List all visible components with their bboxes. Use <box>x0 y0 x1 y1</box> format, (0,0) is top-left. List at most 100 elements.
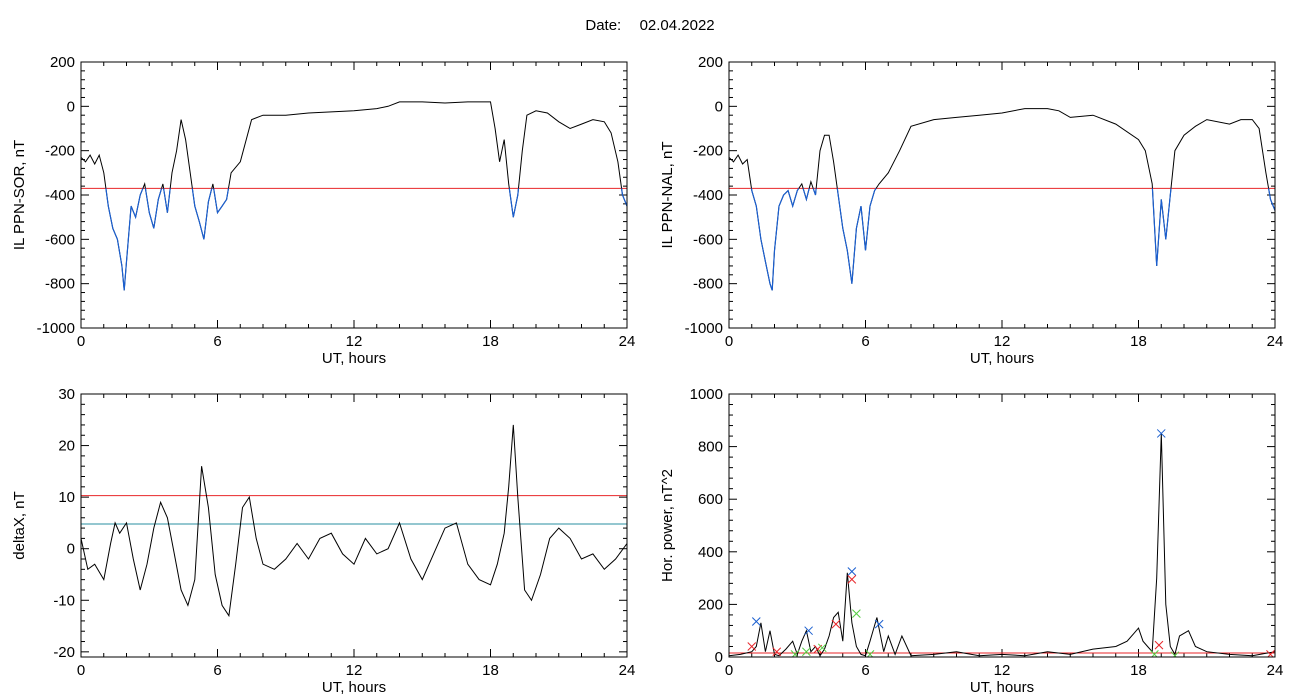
marker-stroke <box>772 647 782 657</box>
chart-hor-power: 0 6 12 18 24 0 200 400 600 800 1000 UT, hours Hor. p… <box>659 386 1283 696</box>
y-tick-label: -400 <box>45 187 75 204</box>
series-line <box>729 108 1275 291</box>
y-tick-label: -10 <box>53 592 75 609</box>
peak-marker <box>874 619 884 629</box>
below-threshold-segment <box>1268 188 1275 211</box>
date-value: 02.04.2022 <box>639 17 715 34</box>
y-axis-label: IL PPN-NAL, nT <box>659 142 676 249</box>
peak-marker <box>801 647 811 657</box>
x-tick-label: 18 <box>1130 662 1147 679</box>
y-tick-label: -1000 <box>37 320 75 337</box>
marker-stroke <box>1172 651 1180 657</box>
below-threshold-segment <box>163 188 171 213</box>
x-axis-label: UT, hours <box>322 679 386 696</box>
y-tick-label: 800 <box>698 439 723 456</box>
y-axis-label: Hor. power, nT^2 <box>659 469 676 582</box>
y-tick-label: 200 <box>698 54 723 71</box>
y-axis-label: deltaX, nT <box>11 491 28 559</box>
peak-marker <box>831 619 841 629</box>
x-tick-label: 6 <box>861 333 869 350</box>
plot-frame <box>80 393 628 658</box>
x-tick-label: 12 <box>994 333 1011 350</box>
y-tick-label: 0 <box>715 649 723 666</box>
peak-marker <box>751 617 761 626</box>
x-axis-label: UT, hours <box>970 350 1034 367</box>
peak-marker <box>1156 429 1166 438</box>
below-threshold-segment <box>105 188 144 291</box>
marker-stroke <box>751 617 761 626</box>
x-tick-label: 6 <box>861 662 869 679</box>
y-tick-label: -600 <box>45 231 75 248</box>
peak-marker <box>790 650 800 657</box>
y-tick-label: -200 <box>693 143 723 160</box>
chart-il-ppn-nal: 0 6 12 18 24 -1000 -800 -600 -400 -200 0 200 UT, hou… <box>659 54 1283 367</box>
y-tick-label: 10 <box>58 489 75 506</box>
x-axis-label: UT, hours <box>322 350 386 367</box>
marker-stroke <box>847 575 857 584</box>
peak-marker <box>1150 650 1159 657</box>
x-tick-label: 18 <box>482 333 499 350</box>
marker-stroke <box>1267 650 1275 657</box>
x-tick-label: 18 <box>1130 333 1147 350</box>
peak-marker <box>865 650 875 657</box>
peak-marker <box>772 647 782 657</box>
y-tick-label: -800 <box>693 276 723 293</box>
peak-marker <box>747 642 757 651</box>
chart-delta-x: 0 6 12 18 24 -20 -10 0 10 20 30 UT, hours deltaX, nT <box>11 386 635 696</box>
series-line <box>81 424 627 618</box>
below-threshold-segment <box>213 188 230 215</box>
y-tick-label: 200 <box>698 596 723 613</box>
marker-stroke <box>1151 650 1159 657</box>
marker-stroke <box>847 567 857 576</box>
x-tick-label: 6 <box>213 333 221 350</box>
y-tick-label: -400 <box>693 187 723 204</box>
x-tick-label: 18 <box>482 662 499 679</box>
marker-stroke <box>874 619 884 629</box>
below-threshold-segment <box>191 188 213 240</box>
chart-il-ppn-sor: 0 6 12 18 24 -1000 -800 -600 -400 -200 0 200 UT, hou… <box>11 54 635 367</box>
peak-marker <box>847 567 857 576</box>
date-header: Date: 02.04.2022 <box>0 17 1300 34</box>
y-tick-label: 600 <box>698 491 723 508</box>
below-threshold-segment <box>508 188 520 218</box>
plot-area <box>81 101 627 291</box>
plot-area <box>729 429 1275 657</box>
x-tick-label: 0 <box>77 662 85 679</box>
y-tick-label: 200 <box>50 54 75 71</box>
y-tick-label: 0 <box>67 541 75 558</box>
series-line <box>81 101 627 291</box>
peak-marker <box>817 643 827 653</box>
x-tick-label: 24 <box>619 333 636 350</box>
marker-stroke <box>852 609 861 618</box>
x-tick-label: 12 <box>994 662 1011 679</box>
marker-stroke <box>801 647 811 657</box>
plot-area <box>81 424 627 618</box>
y-tick-label: 0 <box>715 98 723 115</box>
marker-stroke <box>817 643 827 653</box>
peak-marker <box>1266 650 1275 657</box>
x-tick-label: 6 <box>213 662 221 679</box>
y-axis-label: IL PPN-SOR, nT <box>11 140 28 250</box>
below-threshold-segment <box>620 188 627 207</box>
y-tick-label: -600 <box>693 231 723 248</box>
plot-frame <box>728 61 1276 329</box>
marker-stroke <box>747 642 757 651</box>
x-tick-label: 0 <box>77 333 85 350</box>
peak-marker <box>804 626 813 636</box>
peak-marker <box>852 609 861 618</box>
x-tick-label: 24 <box>619 662 636 679</box>
y-tick-label: 400 <box>698 544 723 561</box>
y-tick-label: -1000 <box>685 320 723 337</box>
x-axis-label: UT, hours <box>970 679 1034 696</box>
marker-stroke <box>866 650 875 657</box>
y-tick-label: 20 <box>58 438 75 455</box>
below-threshold-segment <box>812 188 817 196</box>
date-label: Date: <box>585 17 622 34</box>
peak-marker <box>847 575 857 584</box>
marker-stroke <box>1154 640 1164 650</box>
plot-frame <box>80 61 628 329</box>
x-tick-label: 0 <box>725 662 733 679</box>
y-tick-label: -800 <box>45 276 75 293</box>
x-tick-label: 24 <box>1267 333 1284 350</box>
peak-marker <box>1170 651 1180 657</box>
